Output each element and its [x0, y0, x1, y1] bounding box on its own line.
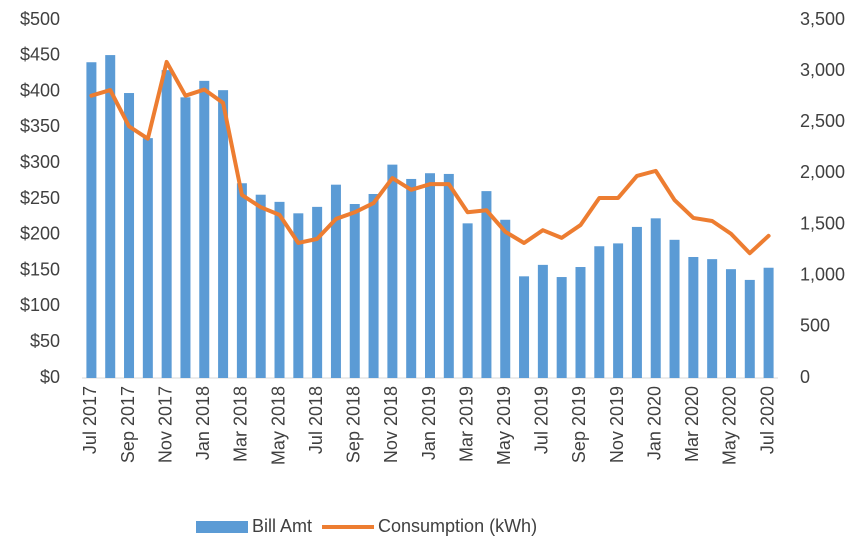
- bar: [613, 243, 624, 378]
- bar: [537, 264, 548, 378]
- y-tick-label: $50: [30, 331, 60, 351]
- y2-tick-label: 500: [800, 316, 830, 336]
- bar: [105, 55, 116, 379]
- x-tick-label: Jul 2019: [532, 386, 552, 454]
- bar: [161, 70, 172, 379]
- x-tick-label: May 2019: [494, 386, 514, 465]
- bar: [443, 173, 454, 378]
- y-tick-label: $450: [20, 45, 60, 65]
- bar: [124, 93, 135, 379]
- legend-label: Bill Amt: [252, 516, 312, 536]
- x-tick-label: Mar 2020: [682, 386, 702, 462]
- y-tick-label: $100: [20, 295, 60, 315]
- x-tick-label: May 2020: [720, 386, 740, 465]
- bar: [688, 256, 699, 378]
- bar: [330, 184, 341, 378]
- bar: [349, 204, 360, 378]
- x-tick-label: Jan 2019: [419, 386, 439, 460]
- y2-tick-label: 2,500: [800, 111, 845, 131]
- bar: [556, 277, 567, 378]
- y2-tick-label: 2,000: [800, 162, 845, 182]
- bar: [142, 138, 153, 378]
- bar: [368, 193, 379, 378]
- bar: [312, 206, 323, 378]
- x-tick-label: Jan 2018: [193, 386, 213, 460]
- y-tick-label: $0: [40, 367, 60, 387]
- bar: [293, 213, 304, 378]
- line: [89, 59, 771, 256]
- bar: [519, 276, 530, 378]
- bar: [199, 80, 210, 379]
- x-tick-label: Jul 2020: [757, 386, 777, 454]
- bar: [236, 183, 247, 378]
- bar: [406, 178, 417, 378]
- y-tick-label: $300: [20, 152, 60, 172]
- bar: [575, 267, 586, 378]
- y2-tick-label: 3,500: [800, 9, 845, 29]
- x-tick-label: Mar 2018: [231, 386, 251, 462]
- y2-tick-label: 1,000: [800, 264, 845, 284]
- x-tick-label: Sep 2019: [569, 386, 589, 463]
- bar: [725, 269, 736, 378]
- y-tick-label: $350: [20, 116, 60, 136]
- bar: [425, 173, 435, 378]
- bar: [387, 164, 398, 378]
- x-tick-label: Sep 2017: [118, 386, 138, 463]
- x-tick-label: Jul 2018: [306, 386, 326, 454]
- y-tick-label: $250: [20, 188, 60, 208]
- x-tick-label: Jan 2020: [644, 386, 664, 460]
- bar: [481, 191, 492, 378]
- x-tick-label: Sep 2018: [344, 386, 364, 463]
- legend: Bill Amt Consumption (kWh): [196, 516, 537, 536]
- bar: [274, 201, 285, 378]
- legend-label: Consumption (kWh): [378, 516, 537, 536]
- x-tick-label: Mar 2019: [456, 386, 476, 462]
- bar: [255, 194, 266, 378]
- bar: [763, 267, 774, 378]
- y2-tick-label: 1,500: [800, 213, 845, 233]
- x-tick-label: Jul 2017: [80, 386, 100, 454]
- bar: [500, 219, 511, 378]
- y-tick-label: $400: [20, 80, 60, 100]
- bar: [669, 239, 680, 378]
- bar: [86, 62, 97, 379]
- bar: [462, 223, 473, 378]
- y2-tick-label: 0: [800, 367, 810, 387]
- x-tick-label: Nov 2019: [607, 386, 627, 463]
- y2-tick-label: 3,000: [800, 60, 845, 80]
- bar: [707, 259, 718, 378]
- x-tick-label: Nov 2018: [381, 386, 401, 463]
- y-tick-label: $500: [20, 9, 60, 29]
- bar: [650, 218, 661, 378]
- y-tick-label: $150: [20, 259, 60, 279]
- bar: [218, 90, 229, 378]
- x-tick-label: May 2018: [268, 386, 288, 465]
- bar: [744, 279, 755, 378]
- x-tick-label: Nov 2017: [155, 386, 175, 463]
- y-tick-label: $200: [20, 224, 60, 244]
- bar: [631, 226, 642, 378]
- bar: [594, 246, 605, 378]
- bar: [180, 97, 191, 378]
- legend-swatch: [196, 521, 248, 533]
